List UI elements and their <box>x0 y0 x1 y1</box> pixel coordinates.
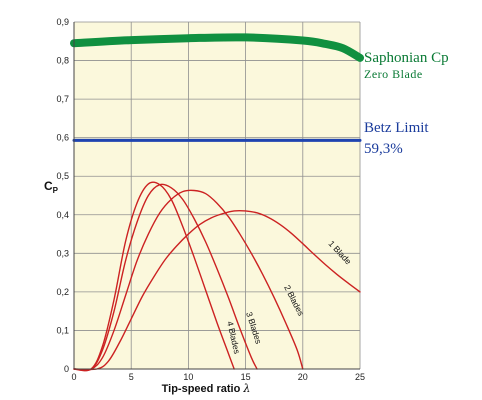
x-axis-symbol: λ <box>242 382 250 395</box>
curve-3-blades <box>73 183 258 372</box>
series-layer <box>70 33 364 372</box>
betz-value-label: 59,3% <box>364 141 403 157</box>
y-tick-label: 0,5 <box>56 171 69 181</box>
y-tick-label: 0,9 <box>56 17 69 27</box>
x-tick-label: 20 <box>298 372 308 382</box>
y-tick-label: 0,7 <box>56 94 69 104</box>
tick-labels: 0 5 10 15 20 25 0 0,1 0,2 0,3 0,4 0,5 0,6 0,7 0,8 0,9 <box>56 17 365 382</box>
curve-2-blades <box>73 189 304 371</box>
x-tick-label: 0 <box>71 372 76 382</box>
y-tick-label: 0,2 <box>56 287 69 297</box>
grid <box>74 21 361 369</box>
y-tick-label: 0,3 <box>56 248 69 258</box>
saphonian-label: Saphonian Cp <box>364 50 449 66</box>
x-tick-label: 10 <box>183 372 193 382</box>
x-tick-label: 5 <box>129 372 134 382</box>
curve-1-blade <box>73 209 361 371</box>
x-tick-label: 15 <box>241 372 251 382</box>
betz-limit-label: Betz Limit <box>364 120 429 136</box>
y-tick-label: 0,4 <box>56 210 69 220</box>
plot-background <box>74 22 360 369</box>
x-axis-title: Tip-speed ratio λ <box>162 382 251 395</box>
saphonian-cp-line <box>70 33 364 62</box>
y-tick-label: 0,8 <box>56 56 69 66</box>
x-tick-label: 25 <box>355 372 365 382</box>
y-tick-label: 0 <box>64 364 69 374</box>
curve-4-blades <box>73 181 235 372</box>
zero-blade-label: Zero Blade <box>364 67 423 81</box>
y-tick-label: 0,1 <box>56 325 69 335</box>
y-tick-label: 0,6 <box>56 133 69 143</box>
y-axis-title: CP <box>44 179 59 195</box>
